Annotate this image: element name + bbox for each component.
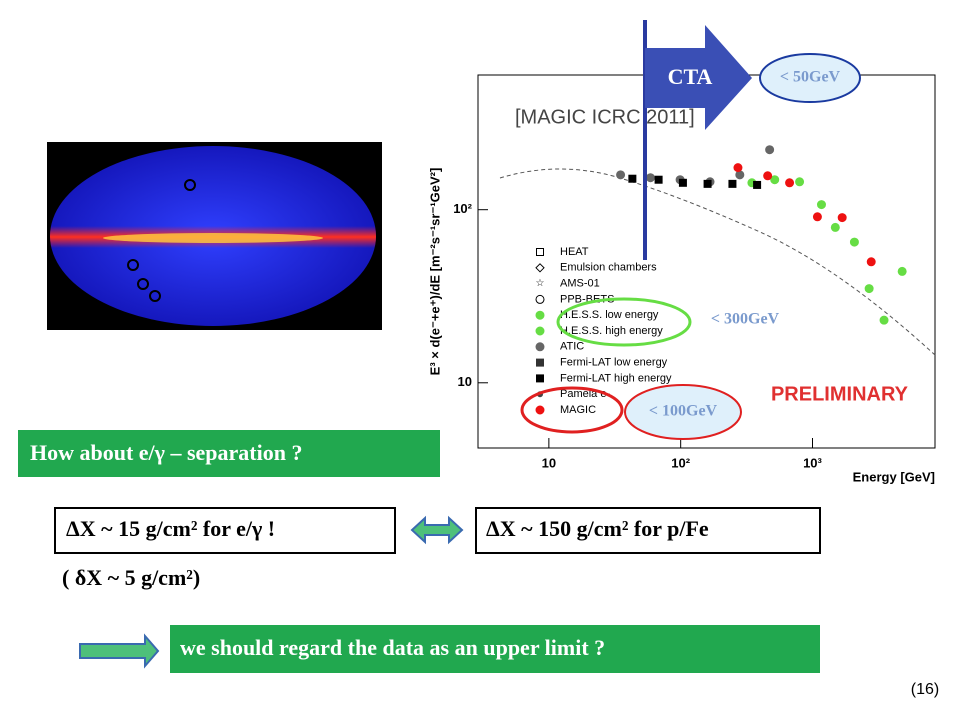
data-point [816, 200, 826, 210]
data-point [866, 257, 876, 267]
legend-marker [535, 310, 545, 320]
legend-entry: H.E.S.S. low energy [560, 309, 659, 321]
legend-entry: ATIC [560, 341, 584, 353]
data-point [645, 173, 655, 183]
x-tick-label: 10³ [803, 455, 822, 470]
x-tick-label: 10 [542, 455, 556, 470]
text-block: How about e/γ – separation ? ΔX ~ 15 g/c… [18, 430, 939, 698]
depth-e: ΔX ~ 15 g/cm² for e/γ ! [66, 516, 275, 541]
legend-marker [535, 294, 545, 304]
data-point [763, 171, 773, 181]
legend-entry: Fermi-LAT high energy [560, 372, 672, 384]
legend-marker: ☆ [536, 278, 545, 289]
data-point [678, 178, 687, 187]
data-point [897, 266, 907, 276]
data-point [654, 175, 663, 184]
page-number: (16) [911, 681, 939, 698]
data-point [830, 222, 840, 232]
data-point [837, 213, 847, 223]
legend-marker [535, 342, 545, 352]
overlays: CTA < 50GeV < 300GeV < 100GeV [520, 20, 861, 440]
x-axis-label: Energy [GeV] [853, 469, 935, 484]
limit-label: < 100GeV [649, 403, 718, 420]
legend-marker [536, 374, 544, 383]
data-point [812, 212, 822, 222]
data-point [770, 175, 780, 185]
legend-marker [535, 405, 545, 415]
sky-map [47, 142, 382, 330]
data-point [765, 145, 775, 155]
data-point [733, 163, 743, 173]
question: How about e/γ – separation ? [30, 440, 302, 465]
legend-entry: Emulsion chambers [560, 262, 657, 274]
limit-label: < 300GeV [711, 311, 780, 328]
limit-label: < 50GeV [780, 69, 841, 86]
data-point [753, 180, 762, 189]
legend-marker [535, 263, 545, 273]
data-point [879, 315, 889, 325]
legend-marker [536, 358, 544, 367]
legend-marker [535, 326, 545, 336]
data-point [849, 237, 859, 247]
data-point [628, 174, 637, 183]
legend-entry: PPB-BETS [560, 293, 614, 305]
data-point [785, 178, 795, 188]
model-curve [499, 168, 936, 356]
conclusion: we should regard the data as an upper li… [180, 635, 605, 660]
legend-entry: MAGIC [560, 404, 596, 416]
x-tick-label: 10² [671, 455, 690, 470]
data-point [864, 284, 874, 294]
legend-entry: AMS-01 [560, 278, 600, 290]
legend-entry: Fermi-LAT low energy [560, 357, 668, 369]
data-point [616, 170, 626, 180]
data-point [728, 179, 737, 188]
legend-entry: H.E.S.S. high energy [560, 325, 663, 337]
y-tick-label: 10 [458, 374, 472, 389]
data-point [703, 179, 712, 188]
legend-marker [536, 248, 544, 256]
cta-label: CTA [668, 64, 713, 89]
annotation: PRELIMINARY [771, 383, 909, 405]
data-point [795, 177, 805, 187]
y-axis-label: E³ × d(e⁻+e⁺)/dE [m⁻²s⁻¹sr⁻¹GeV²] [427, 168, 442, 376]
depth-p: ΔX ~ 150 g/cm² for p/Fe [486, 516, 709, 541]
legend-entry: HEAT [560, 246, 589, 258]
depth-delta: ( δX ~ 5 g/cm²) [62, 565, 200, 590]
data-point [735, 170, 745, 180]
y-tick-label: 10² [453, 201, 472, 216]
chart-title: [MAGIC ICRC 2011] [515, 106, 695, 128]
